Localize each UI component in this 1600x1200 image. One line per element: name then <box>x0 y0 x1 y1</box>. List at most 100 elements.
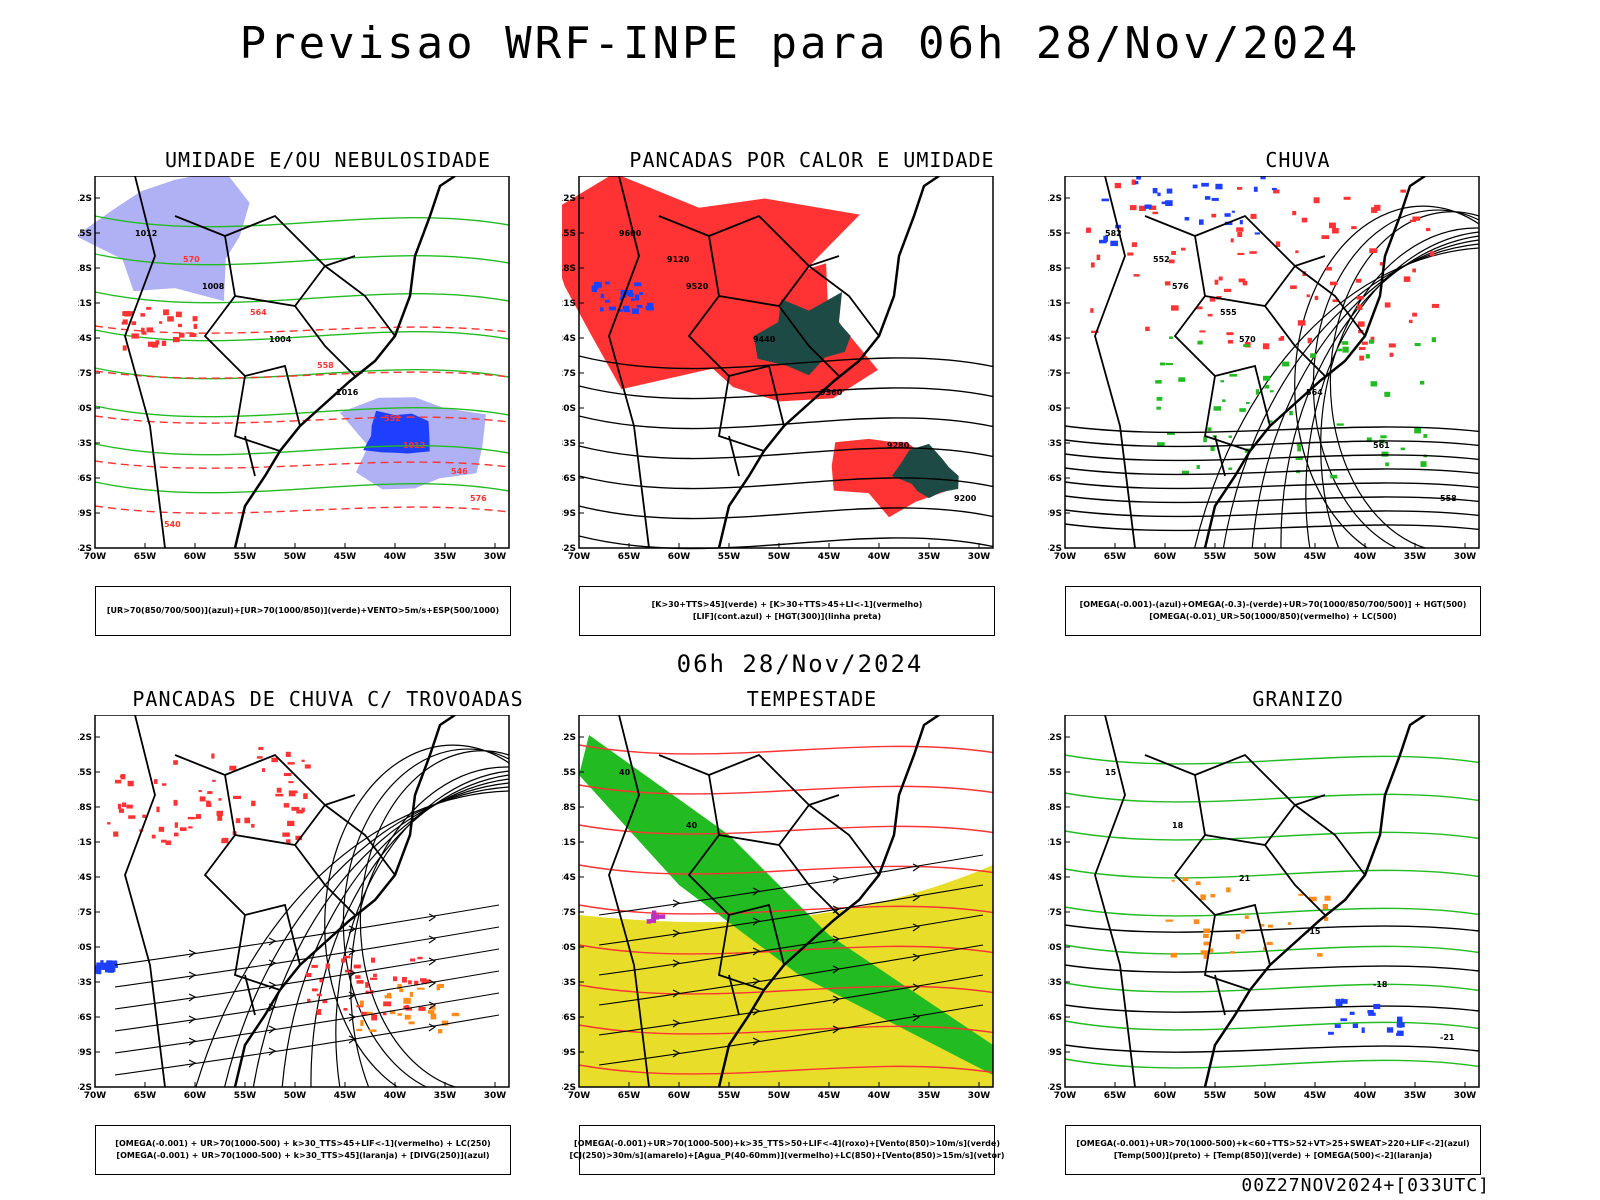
rain-area-green <box>1267 420 1273 423</box>
humidity-area-blue <box>78 176 250 302</box>
wind-arrowhead <box>752 947 761 956</box>
humidity-contour-green <box>94 329 510 342</box>
wind-arrowhead <box>832 935 841 944</box>
contour-value-label: 21 <box>1239 874 1251 883</box>
omega-area-orange <box>1298 893 1304 896</box>
storm-area-orange <box>384 995 392 999</box>
storm-area-red <box>244 817 251 824</box>
rain-area-red <box>1091 330 1099 333</box>
rain-area-red <box>1230 238 1234 243</box>
rain-area-red <box>1280 336 1285 341</box>
divergence-blue <box>96 962 101 967</box>
temp500-contour-black <box>1064 964 1480 973</box>
storm-area-red <box>207 791 213 795</box>
lon-tick-label: 50W <box>1254 552 1277 562</box>
legend-line-1: [OMEGA(-0.001)-(azul)+OMEGA(-0.3)-(verde… <box>1079 600 1467 609</box>
storm-area-red <box>118 808 124 813</box>
lon-tick-label: 45W <box>1304 552 1327 562</box>
rain-area-red <box>1090 308 1094 313</box>
storm-area-red <box>371 957 376 963</box>
contour-value-label: 564 <box>250 308 267 317</box>
lat-tick-label: 30S <box>562 943 576 953</box>
lat-tick-label: 36S <box>1048 1013 1062 1023</box>
rain-area-blue <box>1215 183 1223 190</box>
contour-value-label: 9440 <box>753 335 776 344</box>
storm-area-red <box>287 820 295 827</box>
rain-area-red <box>1096 254 1101 261</box>
rain-area-green <box>1156 396 1163 401</box>
rain-area-red <box>1278 337 1283 341</box>
red-speckle <box>189 333 197 337</box>
streamline-arrow <box>114 926 500 988</box>
main-title: Previsao WRF-INPE para 06h 28/Nov/2024 <box>239 18 1361 69</box>
height-contour-black <box>578 505 994 520</box>
rain-area-red <box>1313 197 1320 204</box>
rain-area-red <box>1412 268 1416 273</box>
rain-area-green <box>1196 465 1200 469</box>
rain-area-green <box>1239 408 1246 412</box>
lon-tick-label: 70W <box>1054 1091 1077 1101</box>
map-layer: 12S 15S 18S 21S 24S 27S 30S 33S 36S 39S 42S70W 65W 6… <box>78 176 510 562</box>
rain-area-green <box>1169 336 1173 340</box>
rain-area-green <box>1342 346 1349 353</box>
wind-arrowhead <box>672 929 681 938</box>
storm-area-red <box>117 803 122 810</box>
rain-area-red <box>1273 189 1280 194</box>
storm-area-red <box>151 834 156 839</box>
storm-area-red <box>365 990 369 995</box>
hail-area-blue <box>1335 1002 1343 1007</box>
rain-area-red <box>1359 355 1365 361</box>
omega-area-orange <box>1267 924 1273 928</box>
lat-tick-label: 39S <box>1048 1048 1062 1058</box>
contour-value-label: 552 <box>1153 255 1170 264</box>
storm-area-red <box>287 762 295 765</box>
lat-tick-label: 15S <box>78 768 92 778</box>
rain-area-red <box>1196 306 1203 310</box>
omega-area-orange <box>1209 948 1214 953</box>
contour-value-label: 18 <box>1172 821 1184 830</box>
rain-area-red <box>1209 296 1216 302</box>
water-contour-red <box>578 944 994 955</box>
lat-tick-label: 21S <box>1048 838 1062 848</box>
rain-area-red <box>1326 266 1332 271</box>
lon-tick-label: 40W <box>384 1091 407 1101</box>
rain-area-red <box>1332 299 1339 303</box>
rain-area-green <box>1165 363 1174 366</box>
panel-title: UMIDADE E/OU NEBULOSIDADE <box>164 148 492 172</box>
map-trovoadas: 12S 15S 18S 21S 24S 27S 30S 33S 36S 39S 42S70W 65W 6… <box>78 715 510 1101</box>
rain-area-red <box>1306 294 1310 298</box>
lon-tick-label: 50W <box>284 552 307 562</box>
storm-area-red <box>222 837 229 843</box>
lon-tick-label: 35W <box>434 1091 457 1101</box>
rain-area-red <box>1224 288 1232 292</box>
contour-value-label: 9200 <box>954 494 977 503</box>
rain-area-green <box>1229 374 1238 377</box>
storm-area-orange <box>359 1000 364 1007</box>
country-borders <box>1094 176 1366 549</box>
hail-area-blue <box>1368 1012 1376 1016</box>
rain-area-red <box>1237 232 1243 238</box>
wind-arrowhead <box>752 977 761 986</box>
rain-area-blue <box>1211 197 1219 201</box>
rain-area-green <box>1255 389 1260 395</box>
red-speckle <box>141 327 145 333</box>
country-borders <box>1094 715 1366 1088</box>
storm-area-red <box>286 839 291 844</box>
rain-area-green <box>1385 462 1389 467</box>
rain-area-red <box>1384 302 1391 308</box>
map-background <box>1065 176 1479 548</box>
storm-area-red <box>410 958 416 962</box>
rain-area-green <box>1181 470 1190 475</box>
map-background <box>95 715 509 1087</box>
contour-value-label: 558 <box>1440 494 1457 503</box>
streamline-black <box>310 774 510 1088</box>
contour-value-label: 9120 <box>667 255 690 264</box>
temp500-contour-black <box>1064 1044 1480 1053</box>
rain-area-red <box>1292 210 1297 216</box>
rain-area-red <box>1114 182 1121 189</box>
storm-area-orange <box>436 984 440 991</box>
omega-area-orange <box>1263 947 1267 951</box>
lat-tick-label: 42S <box>78 544 92 554</box>
omega-area-orange <box>1317 953 1323 957</box>
omega-area-orange <box>1203 941 1211 946</box>
